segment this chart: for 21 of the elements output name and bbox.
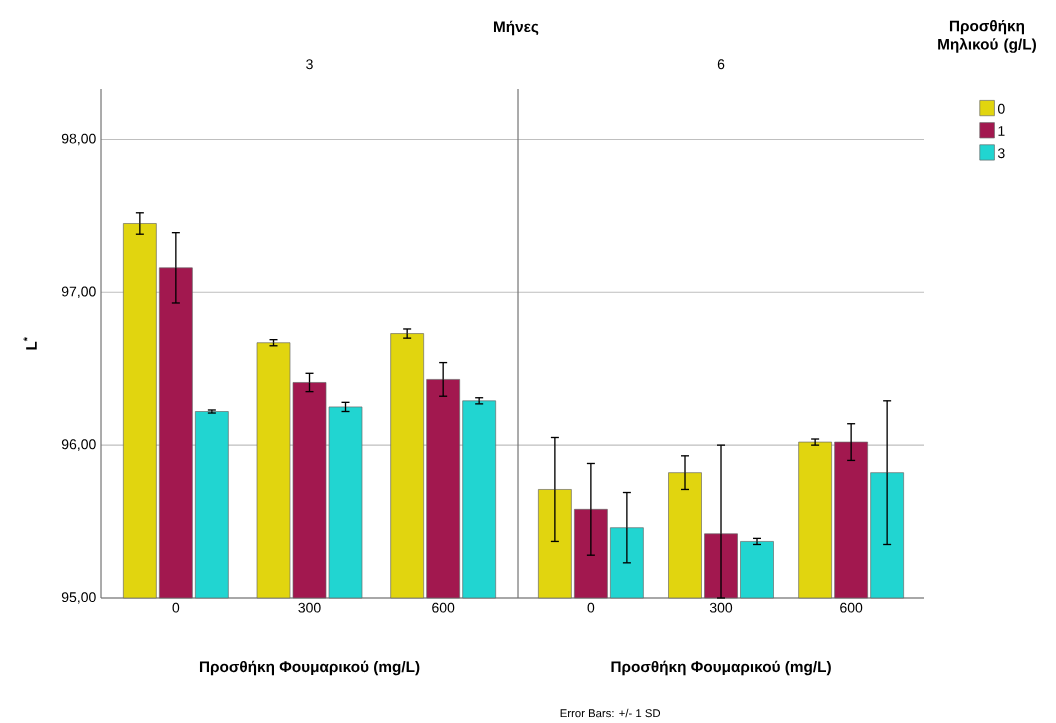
y-tick-label: 97,00	[61, 286, 96, 299]
x-axis-title: Προσθήκη Φουμαρικού (mg/L)	[199, 660, 420, 676]
chart-title: 3	[306, 59, 313, 70]
legend-label: 0	[997, 103, 1005, 114]
legend-title: Προσθήκη Μηλικού (g/L)	[938, 19, 1036, 53]
legend-label: 3	[997, 148, 1005, 159]
y-axis-title: L$^{*}$	[23, 337, 37, 350]
y-tick-label: 95,00	[61, 592, 96, 604]
x-tick-label: 0	[172, 602, 180, 613]
chart-title: 6	[717, 59, 725, 70]
x-tick-label: 600	[432, 602, 455, 613]
text: Μήνες	[493, 20, 539, 36]
y-tick-label: 98,00	[61, 133, 96, 146]
x-tick-label: 600	[840, 602, 863, 613]
x-tick-label: 300	[298, 602, 321, 613]
x-tick-label: 300	[709, 602, 733, 613]
legend-label: 1	[998, 126, 1005, 136]
y-tick-label: 96,00	[61, 439, 96, 451]
x-tick-label: 0	[587, 602, 595, 613]
x-axis-title: Προσθήκη Φουμαρικού (mg/L)	[611, 660, 831, 676]
text: Error Bars: +/- 1 SD	[560, 708, 661, 718]
